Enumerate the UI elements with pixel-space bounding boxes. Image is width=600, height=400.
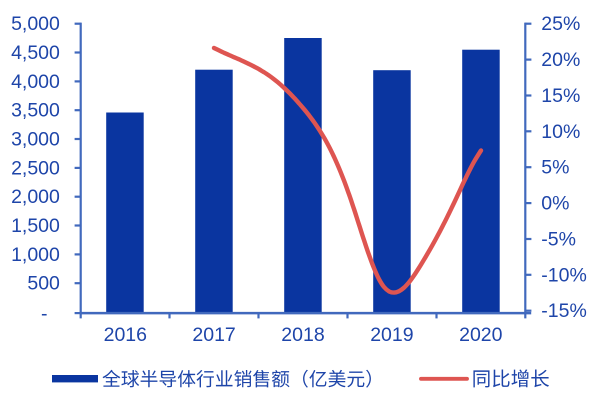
- svg-text:500: 500: [27, 273, 60, 295]
- svg-text:2,000: 2,000: [11, 186, 60, 208]
- svg-text:2016: 2016: [104, 324, 147, 346]
- svg-text:2020: 2020: [459, 324, 503, 346]
- svg-text:4,000: 4,000: [11, 71, 60, 93]
- svg-text:5,000: 5,000: [11, 13, 60, 35]
- svg-text:20%: 20%: [541, 49, 580, 71]
- svg-text:2019: 2019: [370, 324, 413, 346]
- svg-text:3,000: 3,000: [11, 129, 60, 151]
- svg-text:1,000: 1,000: [11, 244, 60, 266]
- svg-text:-15%: -15%: [541, 300, 587, 322]
- svg-text:10%: 10%: [541, 121, 580, 143]
- svg-text:2017: 2017: [192, 324, 235, 346]
- svg-text:2018: 2018: [281, 324, 324, 346]
- svg-text:-10%: -10%: [541, 264, 587, 286]
- svg-text:15%: 15%: [541, 85, 580, 107]
- svg-text:0%: 0%: [541, 193, 569, 215]
- svg-text:25%: 25%: [541, 13, 580, 35]
- svg-text:4,500: 4,500: [11, 42, 60, 64]
- svg-text:-: -: [41, 303, 48, 325]
- svg-text:5%: 5%: [541, 157, 569, 179]
- svg-text:-5%: -5%: [541, 229, 576, 251]
- svg-text:2,500: 2,500: [11, 157, 60, 179]
- svg-text:3,500: 3,500: [11, 100, 60, 122]
- svg-text:1,500: 1,500: [11, 215, 60, 237]
